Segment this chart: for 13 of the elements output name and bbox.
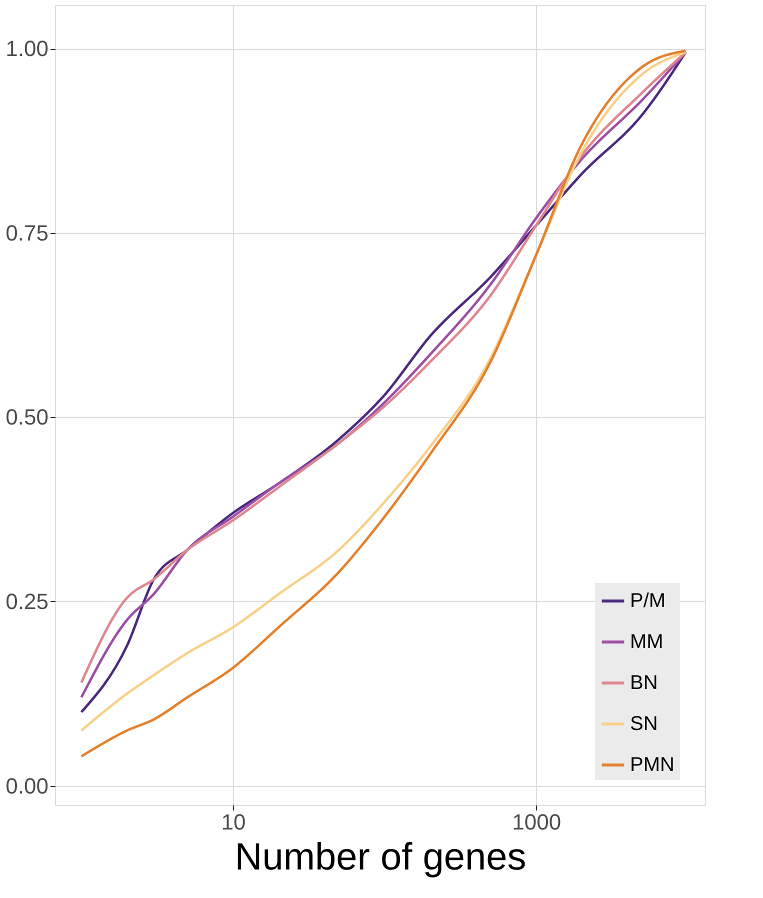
y-tick-label: 0.50 [6, 404, 48, 430]
y-tick-label: 0.25 [6, 589, 48, 614]
x-tick-label: 1000 [512, 810, 562, 834]
y-tick-label: 0.00 [6, 773, 48, 798]
legend-label: BN [630, 672, 658, 694]
x-axis-title: Number of genes [234, 836, 526, 878]
y-tick-label: 1.00 [6, 36, 48, 61]
y-tick-label: 0.75 [6, 220, 48, 246]
legend-label: P/M [630, 590, 666, 612]
x-tick-label: 10 [221, 810, 246, 834]
legend-label: SN [630, 713, 658, 735]
legend-label: MM [630, 631, 664, 653]
legend-label: PMN [630, 754, 674, 776]
